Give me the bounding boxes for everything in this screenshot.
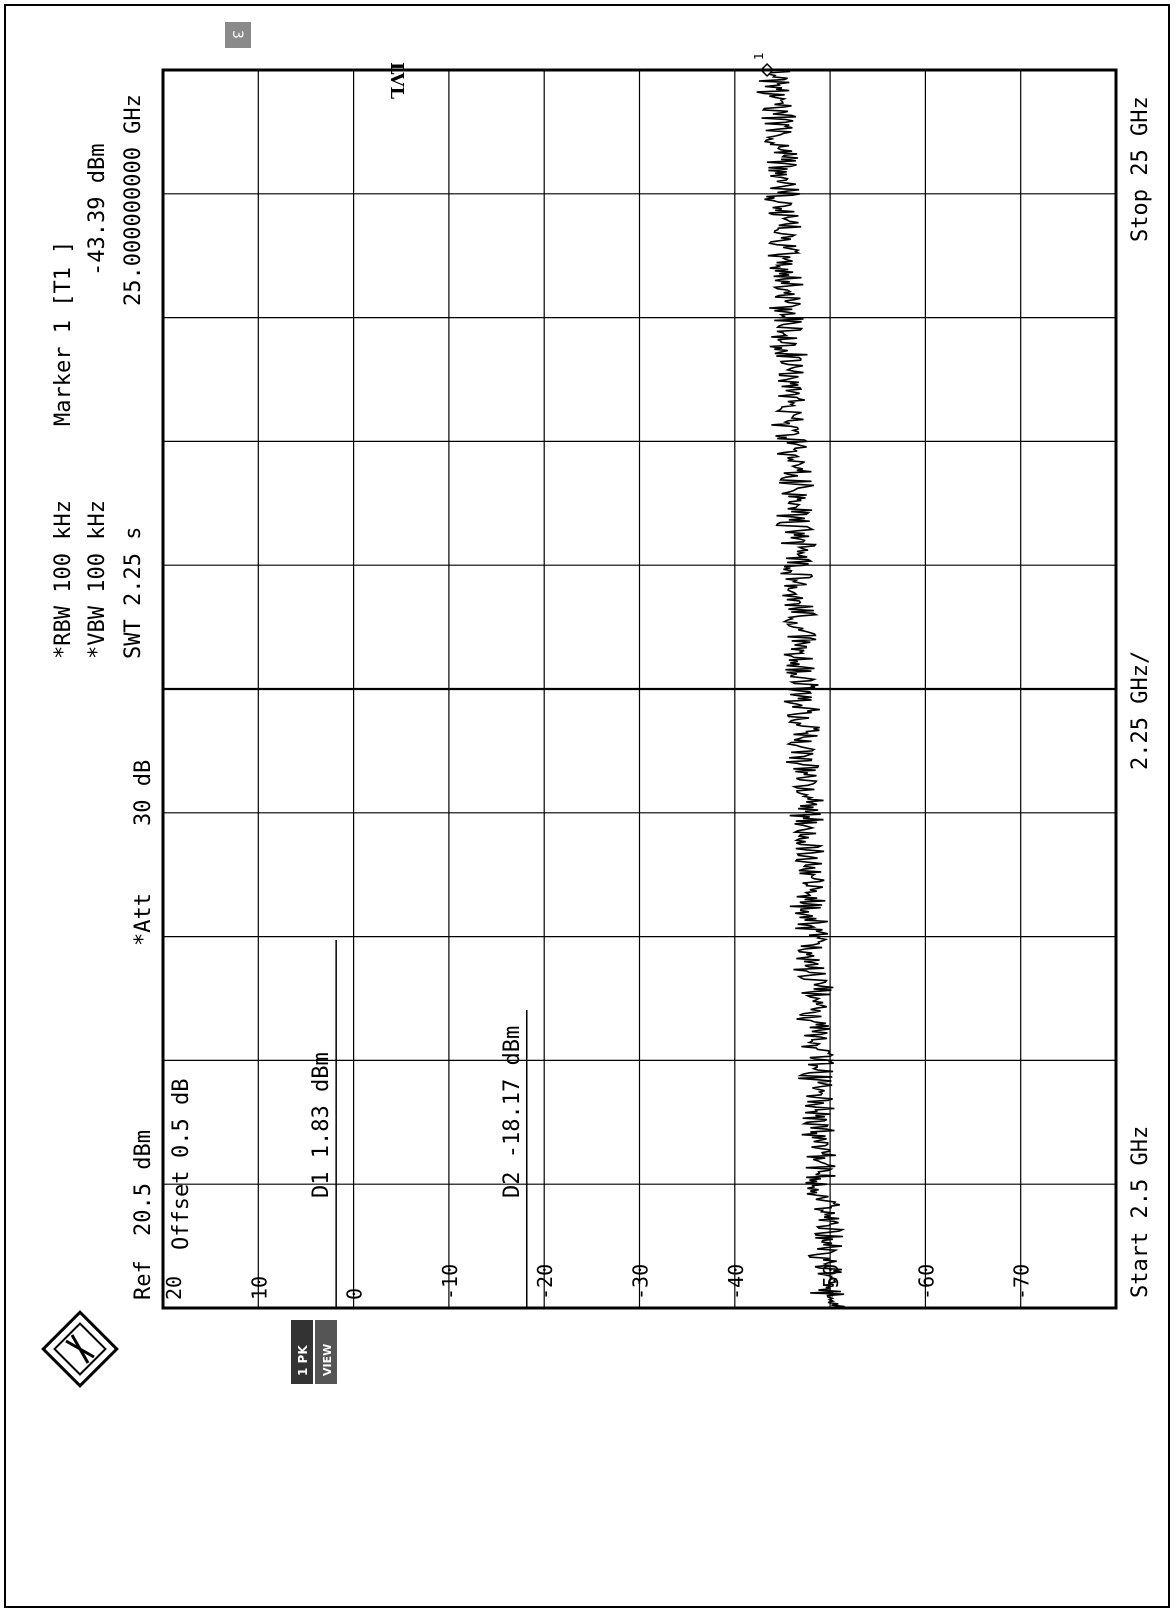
trace-badge-box-2 (315, 1320, 337, 1384)
span-per-division: 2.25 GHz/ (1128, 651, 1153, 770)
y-tick-label: 0 (343, 1288, 367, 1300)
start-frequency: Start 2.5 GHz (1128, 1126, 1153, 1298)
lvl-badge: LVL (386, 62, 407, 99)
y-tick-label: -20 (533, 1264, 557, 1300)
trace-badge-box-1 (291, 1320, 313, 1384)
marker-level: -43.39 dBm (85, 144, 110, 276)
corner-badge: 3 (229, 30, 245, 39)
y-tick-labels: 20 10 0 -10 -20 -30 -40 -50 -60 -70 (162, 1264, 1034, 1300)
display-lines: D1 1.83 dBm D2 -18.17 dBm (309, 940, 528, 1308)
rohde-schwarz-logo-icon (41, 1310, 119, 1388)
trace-badge-2: VIEW (321, 1344, 334, 1376)
marker-label: Marker 1 [T1 ] (51, 241, 76, 426)
display-line-label-d1: D1 1.83 dBm (309, 1052, 334, 1198)
y-tick-label: -40 (724, 1264, 748, 1300)
stop-frequency: Stop 25 GHz (1128, 96, 1153, 242)
y-tick-label: 10 (247, 1276, 271, 1300)
y-tick-label: 20 (162, 1276, 186, 1300)
y-tick-label: -30 (629, 1264, 653, 1300)
marker-1-label: 1 (752, 52, 766, 60)
offset-label: Offset (169, 1171, 194, 1250)
trace-badge-1: 1 PK (296, 1345, 310, 1376)
att-label: *Att (131, 893, 156, 946)
y-tick-label: -60 (914, 1264, 938, 1300)
rbw-setting: *RBW 100 kHz (51, 500, 76, 659)
trace-line (755, 69, 846, 1309)
marker-frequency: 25.000000000 GHz (121, 94, 146, 306)
trace-layer: 1 (752, 52, 846, 1309)
y-tick-label: -10 (438, 1264, 462, 1300)
grid (163, 70, 1116, 1308)
y-tick-label: -70 (1010, 1264, 1034, 1300)
ref-label: Ref (131, 1260, 156, 1300)
plot-frame (161, 68, 1118, 1310)
ref-value: 20.5 dBm (131, 1130, 156, 1236)
vbw-setting: *VBW 100 kHz (85, 500, 110, 659)
swt-setting: SWT 2.25 s (121, 527, 146, 659)
att-value: 30 dB (131, 760, 156, 826)
y-tick-label: -50 (819, 1264, 843, 1300)
offset-value: 0.5 dB (169, 1079, 194, 1158)
page-frame (4, 4, 1170, 1608)
corner-badge-box (225, 22, 251, 48)
display-line-label-d2: D2 -18.17 dBm (500, 1026, 525, 1198)
